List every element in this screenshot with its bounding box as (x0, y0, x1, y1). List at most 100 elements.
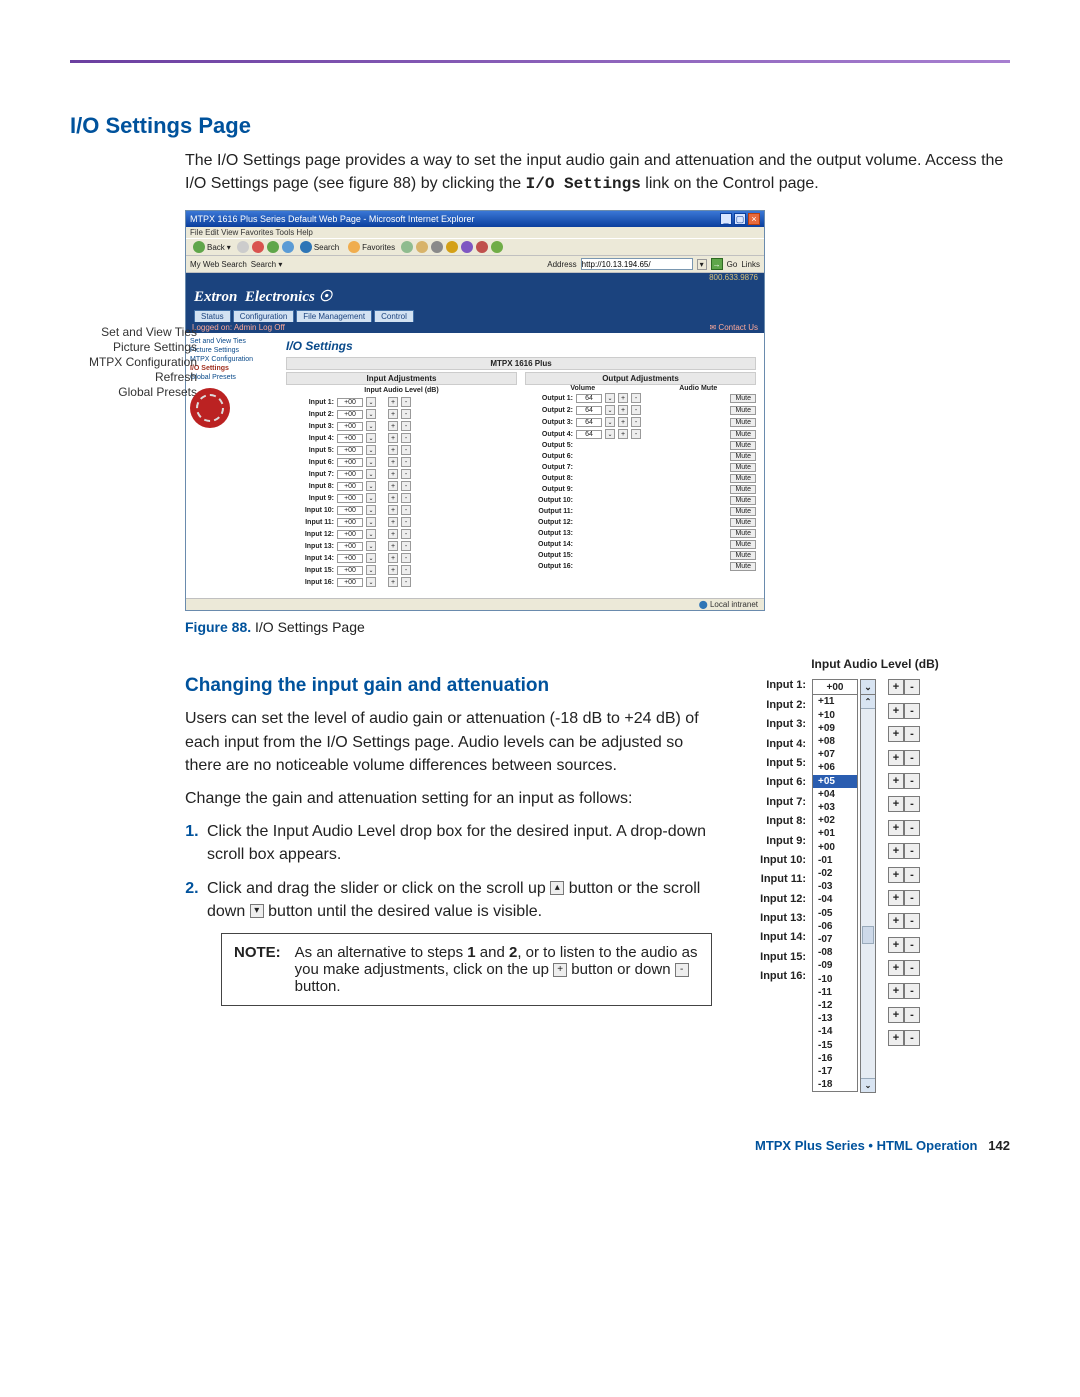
input-minus-button[interactable]: - (401, 517, 411, 527)
input-plus-button[interactable]: + (388, 421, 398, 431)
alv-scroll-down-icon[interactable]: ⌄ (861, 1078, 875, 1092)
alv-minus-button[interactable]: - (904, 679, 920, 695)
input-value[interactable]: +00 (337, 566, 363, 575)
input-value[interactable]: +00 (337, 410, 363, 419)
input-minus-button[interactable]: - (401, 457, 411, 467)
alv-plus-button[interactable]: + (888, 937, 904, 953)
alv-plus-button[interactable]: + (888, 726, 904, 742)
input-plus-button[interactable]: + (388, 445, 398, 455)
back-button[interactable]: Back ▾ (190, 241, 234, 253)
output-plus-button[interactable]: + (618, 405, 628, 415)
input-value[interactable]: +00 (337, 422, 363, 431)
input-value[interactable]: +00 (337, 578, 363, 587)
alv-option[interactable]: +08 (813, 735, 857, 748)
input-dropdown-icon[interactable]: ⌄ (366, 397, 376, 407)
discuss-icon[interactable] (461, 241, 473, 253)
input-plus-button[interactable]: + (388, 409, 398, 419)
alv-option[interactable]: -05 (813, 907, 857, 920)
alv-option[interactable]: +11 (813, 695, 857, 708)
alv-option[interactable]: +00 (813, 841, 857, 854)
alv-plus-button[interactable]: + (888, 983, 904, 999)
output-dropdown-icon[interactable]: ⌄ (605, 417, 615, 427)
contact-link[interactable]: ✉ Contact Us (710, 323, 759, 332)
input-value[interactable]: +00 (337, 554, 363, 563)
mute-button[interactable]: Mute (730, 540, 756, 549)
input-minus-button[interactable]: - (401, 493, 411, 503)
input-value[interactable]: +00 (337, 458, 363, 467)
output-plus-button[interactable]: + (618, 417, 628, 427)
mute-button[interactable]: Mute (730, 496, 756, 505)
research-icon[interactable] (476, 241, 488, 253)
mail-icon[interactable] (416, 241, 428, 253)
alv-option[interactable]: +09 (813, 722, 857, 735)
mws-search-button[interactable]: Search ▾ (251, 260, 283, 269)
alv-plus-button[interactable]: + (888, 1007, 904, 1023)
input-dropdown-icon[interactable]: ⌄ (366, 505, 376, 515)
mute-button[interactable]: Mute (730, 394, 756, 403)
output-minus-button[interactable]: - (631, 405, 641, 415)
alv-option[interactable]: -12 (813, 999, 857, 1012)
go-button[interactable]: → (711, 258, 723, 270)
alv-minus-button[interactable]: - (904, 867, 920, 883)
alv-option[interactable]: -03 (813, 880, 857, 893)
extron-tab[interactable]: Configuration (233, 310, 295, 322)
input-minus-button[interactable]: - (401, 409, 411, 419)
input-plus-button[interactable]: + (388, 397, 398, 407)
input-value[interactable]: +00 (337, 446, 363, 455)
alv-minus-button[interactable]: - (904, 960, 920, 976)
input-plus-button[interactable]: + (388, 469, 398, 479)
maximize-icon[interactable]: ▢ (734, 213, 746, 225)
alv-option[interactable]: -17 (813, 1065, 857, 1078)
mute-button[interactable]: Mute (730, 452, 756, 461)
input-plus-button[interactable]: + (388, 529, 398, 539)
input-dropdown-icon[interactable]: ⌄ (366, 457, 376, 467)
output-value[interactable]: 64 (576, 394, 602, 403)
alv-option[interactable]: +04 (813, 788, 857, 801)
input-minus-button[interactable]: - (401, 541, 411, 551)
alv-minus-button[interactable]: - (904, 983, 920, 999)
input-dropdown-icon[interactable]: ⌄ (366, 577, 376, 587)
output-dropdown-icon[interactable]: ⌄ (605, 393, 615, 403)
refresh-icon[interactable] (267, 241, 279, 253)
output-minus-button[interactable]: - (631, 429, 641, 439)
input-dropdown-icon[interactable]: ⌄ (366, 541, 376, 551)
alv-minus-button[interactable]: - (904, 773, 920, 789)
input-minus-button[interactable]: - (401, 529, 411, 539)
address-input[interactable] (581, 258, 693, 270)
input-value[interactable]: +00 (337, 518, 363, 527)
input-plus-button[interactable]: + (388, 457, 398, 467)
input-value[interactable]: +00 (337, 470, 363, 479)
alv-plus-button[interactable]: + (888, 913, 904, 929)
input-minus-button[interactable]: - (401, 505, 411, 515)
alv-dropdown-button[interactable]: ⌄ (860, 679, 876, 695)
mute-button[interactable]: Mute (730, 463, 756, 472)
mute-button[interactable]: Mute (730, 529, 756, 538)
alv-option[interactable]: +01 (813, 827, 857, 840)
output-dropdown-icon[interactable]: ⌄ (605, 429, 615, 439)
alv-option[interactable]: -01 (813, 854, 857, 867)
mute-button[interactable]: Mute (730, 518, 756, 527)
alv-minus-button[interactable]: - (904, 703, 920, 719)
input-minus-button[interactable]: - (401, 481, 411, 491)
alv-option[interactable]: -07 (813, 933, 857, 946)
alv-option[interactable]: -18 (813, 1078, 857, 1091)
alv-option[interactable]: +06 (813, 761, 857, 774)
input-minus-button[interactable]: - (401, 553, 411, 563)
mute-button[interactable]: Mute (730, 551, 756, 560)
alv-option[interactable]: -08 (813, 946, 857, 959)
input-plus-button[interactable]: + (388, 517, 398, 527)
alv-plus-button[interactable]: + (888, 820, 904, 836)
alv-minus-button[interactable]: - (904, 726, 920, 742)
input-plus-button[interactable]: + (388, 481, 398, 491)
input-dropdown-icon[interactable]: ⌄ (366, 553, 376, 563)
alv-option[interactable]: +10 (813, 709, 857, 722)
mute-button[interactable]: Mute (730, 485, 756, 494)
input-plus-button[interactable]: + (388, 505, 398, 515)
input-minus-button[interactable]: - (401, 577, 411, 587)
alv-plus-button[interactable]: + (888, 796, 904, 812)
input-dropdown-icon[interactable]: ⌄ (366, 493, 376, 503)
alv-minus-button[interactable]: - (904, 796, 920, 812)
alv-scroll-up-icon[interactable]: ⌃ (861, 695, 875, 709)
alv-plus-button[interactable]: + (888, 703, 904, 719)
input-dropdown-icon[interactable]: ⌄ (366, 529, 376, 539)
